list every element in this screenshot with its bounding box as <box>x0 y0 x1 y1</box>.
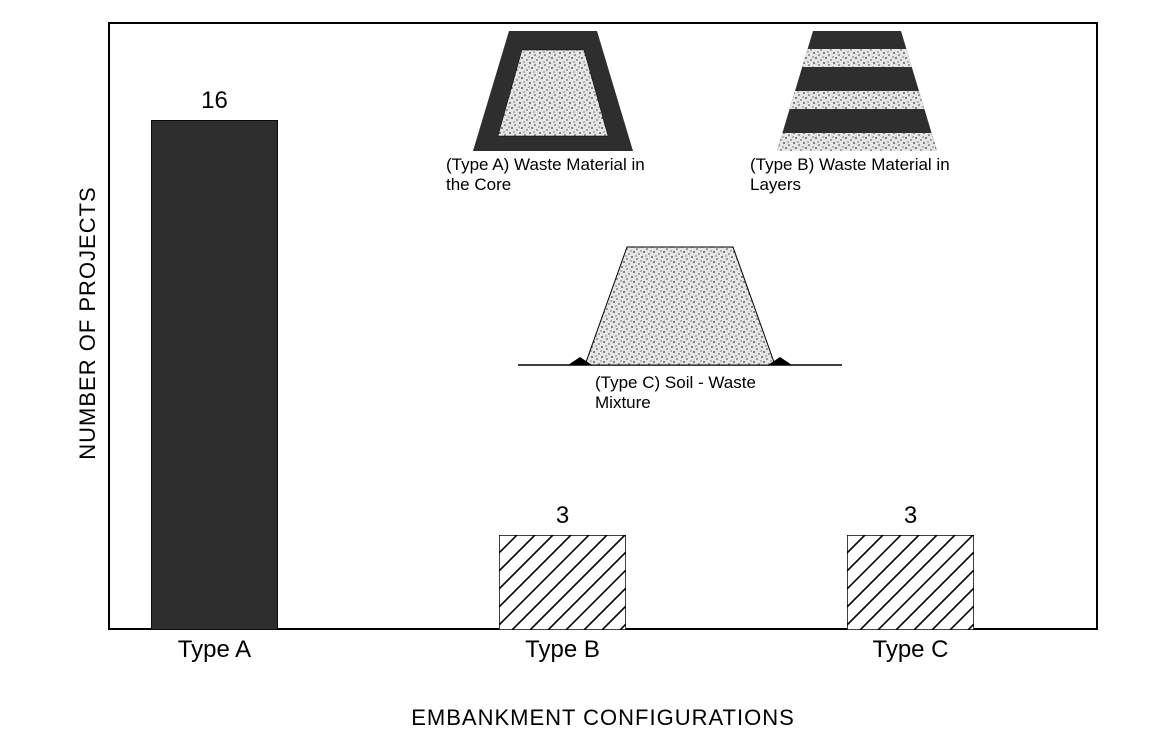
y-axis-label: NUMBER OF PROJECTS <box>75 173 101 473</box>
bar-b <box>499 535 626 630</box>
chart-canvas: NUMBER OF PROJECTS EMBANKMENT CONFIGURAT… <box>0 0 1155 743</box>
diagram-a-label: (Type A) Waste Material in the Core <box>446 155 686 194</box>
diagram-b-label-line1: (Type B) Waste Material in <box>750 155 950 174</box>
bar-b-value: 3 <box>499 502 626 530</box>
diagram-type-a <box>438 31 668 151</box>
bar-c-value: 3 <box>847 502 974 530</box>
bar-a <box>151 120 278 630</box>
bar-a-category: Type A <box>131 636 298 664</box>
bar-c-category: Type C <box>827 636 994 664</box>
bar-b-category: Type B <box>479 636 646 664</box>
bar-a-value: 16 <box>151 87 278 115</box>
diagram-c-label: (Type C) Soil - Waste Mixture <box>595 373 815 412</box>
diagram-a-label-line1: (Type A) Waste Material in <box>446 155 645 174</box>
diagram-b-label: (Type B) Waste Material in Layers <box>750 155 990 194</box>
diagram-a-label-line2: the Core <box>446 175 511 194</box>
diagram-b-label-line2: Layers <box>750 175 801 194</box>
diagram-c-label-line2: Mixture <box>595 393 651 412</box>
diagram-c-label-line1: (Type C) Soil - Waste <box>595 373 756 392</box>
x-axis-label: EMBANKMENT CONFIGURATIONS <box>108 705 1098 731</box>
diagram-type-c <box>510 235 850 375</box>
diagram-type-b <box>742 31 972 151</box>
bar-c <box>847 535 974 630</box>
